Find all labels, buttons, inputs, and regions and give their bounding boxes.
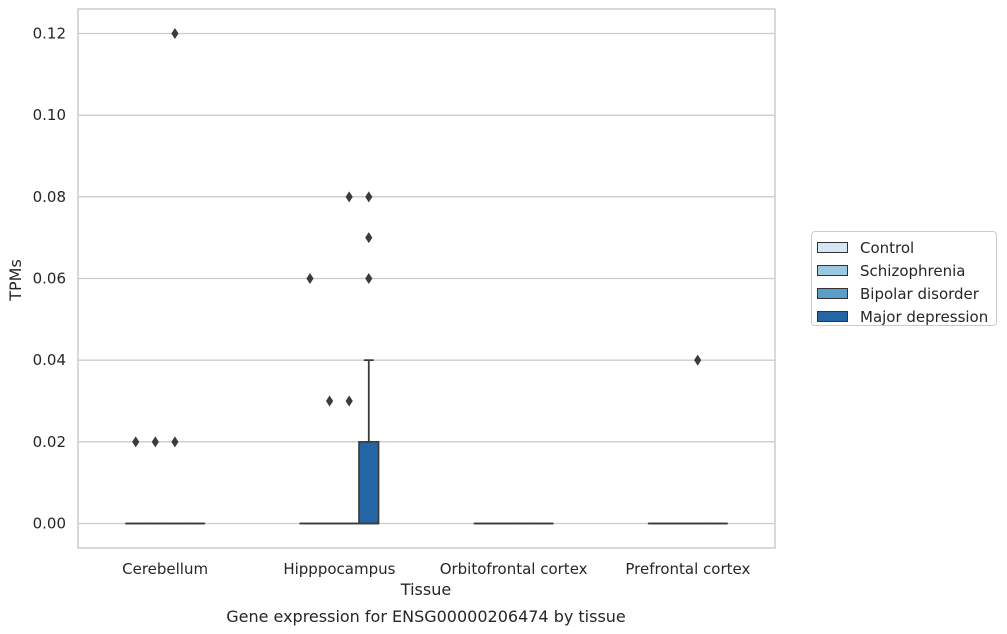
- box-rect: [358, 441, 380, 525]
- legend-item: Schizophrenia: [817, 259, 996, 282]
- legend-swatch: [817, 242, 848, 253]
- y-tick-label: 0.02: [33, 433, 66, 451]
- x-axis-label: Tissue: [400, 580, 451, 599]
- y-tick-label: 0.10: [33, 106, 66, 124]
- y-tick-label: 0.04: [33, 351, 66, 369]
- x-tick-label: Prefrontal cortex: [625, 560, 750, 578]
- legend-item: Major depression: [817, 305, 996, 328]
- boxes: [125, 359, 728, 525]
- grid-lines: [78, 32, 775, 525]
- outlier-point: [365, 232, 373, 244]
- y-tick-label: 0.00: [33, 515, 66, 533]
- plot-area-frame: [77, 8, 776, 549]
- outliers: [132, 28, 702, 448]
- outlier-point: [345, 191, 353, 203]
- chart-caption: Gene expression for ENSG00000206474 by t…: [226, 607, 626, 626]
- legend-item: Bipolar disorder: [817, 282, 996, 305]
- x-axis-ticks: Cerebellum Hipppocampus Orbitofrontal cort…: [122, 560, 750, 578]
- outlier-point: [171, 28, 179, 39]
- legend-label: Schizophrenia: [860, 261, 966, 280]
- outlier-point: [306, 273, 314, 284]
- y-tick-label: 0.06: [33, 270, 66, 288]
- x-tick-label: Orbitofrontal cortex: [440, 560, 588, 578]
- legend-label: Control: [860, 238, 915, 257]
- outlier-point: [365, 273, 373, 284]
- legend-item: Control: [817, 236, 996, 259]
- legend-label: Major depression: [860, 307, 989, 326]
- outlier-point: [365, 191, 373, 203]
- outlier-point: [345, 395, 353, 407]
- outlier-point: [151, 436, 159, 448]
- legend-swatch: [817, 311, 848, 322]
- legend: Control Schizophrenia Bipolar disorder Majo…: [811, 231, 997, 326]
- y-axis-label: TPMs: [6, 259, 25, 302]
- outlier-point: [171, 436, 179, 448]
- x-tick-label: Hipppocampus: [283, 560, 395, 578]
- legend-swatch: [817, 288, 848, 299]
- outlier-point: [694, 354, 702, 366]
- box-major-depression: [358, 359, 380, 525]
- y-tick-label: 0.08: [33, 188, 66, 206]
- legend-label: Bipolar disorder: [860, 284, 979, 303]
- y-axis-ticks: 0.00 0.02 0.04 0.06 0.08 0.10 0.12: [33, 25, 66, 533]
- outlier-point: [132, 436, 140, 448]
- outlier-point: [325, 395, 334, 407]
- legend-swatch: [817, 265, 848, 276]
- y-tick-label: 0.12: [33, 25, 66, 43]
- x-tick-label: Cerebellum: [122, 560, 208, 578]
